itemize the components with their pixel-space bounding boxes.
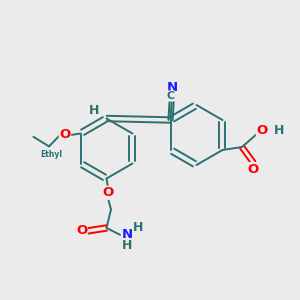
Text: Ethyl: Ethyl [40,150,62,159]
Text: N: N [167,81,178,94]
Text: H: H [89,103,99,117]
Text: C: C [167,91,175,101]
Text: H: H [133,220,143,234]
Text: H: H [273,124,284,137]
Text: O: O [102,186,114,200]
Text: O: O [248,163,259,176]
Text: O: O [59,128,70,142]
Text: H: H [122,238,132,252]
Text: N: N [121,227,133,241]
Text: O: O [76,224,87,238]
Text: O: O [256,124,268,137]
